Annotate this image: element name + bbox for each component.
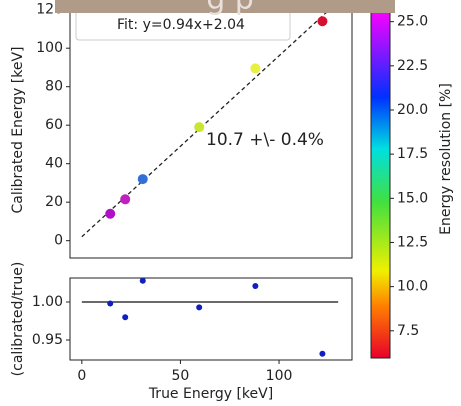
banner-text: g p <box>206 0 254 17</box>
y-tick-label: 0.95 <box>32 332 63 348</box>
y-tick-label: 20 <box>45 194 63 210</box>
colorbar-tick-label: 17.5 <box>397 146 428 162</box>
x-axis-label: True Energy [keV] <box>148 386 273 402</box>
colorbar-tick-label: 22.5 <box>397 58 428 74</box>
x-tick-label: 50 <box>172 368 190 384</box>
point <box>120 194 131 205</box>
x-tick-label: 100 <box>266 368 293 384</box>
colorbar-tick-label: 10.0 <box>397 279 428 295</box>
colorbar-label: Energy resolution [%] <box>438 83 454 235</box>
point <box>252 283 259 290</box>
point <box>137 174 148 185</box>
point <box>196 304 203 311</box>
point <box>107 300 114 307</box>
colorbar-tick-label: 12.5 <box>397 234 428 250</box>
colorbar-tick-label: 25.0 <box>397 14 428 30</box>
y-tick-label: 60 <box>45 117 63 133</box>
x-tick-label: 0 <box>77 368 86 384</box>
point <box>105 208 116 219</box>
point <box>194 122 205 133</box>
colorbar-tick-label: 7.5 <box>397 323 419 339</box>
y-tick-label: 80 <box>45 79 63 95</box>
point <box>122 314 129 321</box>
annotation: 10.7 +\- 0.4% <box>206 130 324 150</box>
colorbar <box>370 9 391 359</box>
y-tick-label: 0 <box>54 233 63 249</box>
y-tick-label: 1.00 <box>32 294 63 310</box>
banner <box>55 0 395 13</box>
y-axis-label: Calibrated Energy [keV] <box>10 47 26 214</box>
point <box>319 350 326 357</box>
point <box>250 63 261 74</box>
colorbar-tick-label: 20.0 <box>397 102 428 118</box>
point <box>317 16 328 27</box>
axes-frame <box>69 277 353 361</box>
y-axis-label: (calibrated/true) <box>10 262 26 377</box>
y-tick-label: 40 <box>45 156 63 172</box>
point <box>139 277 146 284</box>
colorbar-tick-label: 15.0 <box>397 190 428 206</box>
legend-label: Fit: y=0.94x+2.04 <box>117 17 245 33</box>
fit-line <box>81 11 327 238</box>
y-tick-label: 100 <box>36 40 63 56</box>
